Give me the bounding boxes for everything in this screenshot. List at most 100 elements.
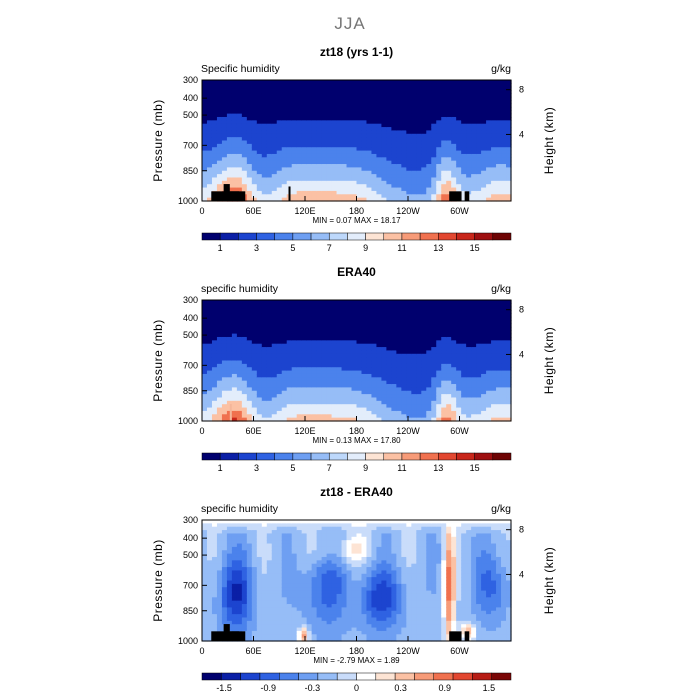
heatmap-cell [416, 303, 422, 308]
heatmap-cell [466, 103, 472, 108]
heatmap-cell [321, 103, 328, 108]
heatmap-cell [271, 110, 278, 115]
heatmap-cell [296, 306, 303, 311]
heatmap-cell [311, 130, 318, 135]
heatmap-cell [202, 614, 208, 619]
heatmap-cell [206, 363, 213, 368]
heatmap-cell [241, 90, 248, 95]
heatmap-cell [466, 400, 472, 405]
heatmap-cell [411, 164, 417, 168]
heatmap-cell [421, 404, 427, 409]
heatmap-cell [256, 306, 263, 311]
heatmap-cell [446, 140, 452, 145]
heatmap-cell [476, 170, 482, 175]
heatmap-cell [266, 100, 273, 105]
heatmap-cell [236, 600, 243, 605]
heatmap-cell [206, 620, 213, 625]
heatmap-cell [301, 137, 308, 142]
heatmap-cell [336, 83, 343, 88]
y-tick-label: 500 [183, 330, 198, 340]
heatmap-cell [291, 147, 298, 152]
heatmap-cell [291, 164, 298, 168]
heatmap-cell [386, 380, 392, 385]
heatmap-cell [251, 194, 258, 199]
heatmap-cell [281, 187, 288, 192]
heatmap-cell [311, 167, 318, 172]
heatmap-cell [241, 540, 248, 545]
heatmap-cell [311, 390, 318, 395]
heatmap-cell [421, 130, 427, 135]
heatmap-cell [376, 150, 383, 155]
heatmap-cell [202, 323, 208, 328]
heatmap-cell [496, 336, 502, 341]
heatmap-cell [381, 330, 388, 335]
heatmap-cell [461, 90, 467, 95]
heatmap-cell [246, 187, 253, 192]
heatmap-cell [476, 113, 482, 118]
heatmap-cell [231, 120, 238, 125]
heatmap-cell [291, 384, 298, 388]
heatmap-cell [276, 184, 283, 189]
heatmap-cell [366, 377, 373, 382]
heatmap-cell [501, 347, 507, 352]
heatmap-cell [216, 170, 223, 175]
heatmap-cell [251, 630, 258, 635]
heatmap-cell [202, 96, 208, 101]
heatmap-cell [426, 167, 432, 172]
heatmap-cell [321, 187, 328, 192]
heatmap-cell [246, 634, 253, 639]
heatmap-cell [216, 404, 223, 409]
heatmap-cell [476, 360, 482, 365]
heatmap-cell [226, 323, 233, 328]
heatmap-cell [266, 313, 273, 318]
heatmap-cell [416, 174, 422, 179]
heatmap-cell [376, 113, 383, 118]
heatmap-cell [451, 397, 457, 402]
heatmap-cell [231, 110, 238, 115]
heatmap-cell [246, 316, 253, 321]
heatmap-cell [346, 387, 353, 392]
heatmap-cell [391, 120, 397, 125]
heatmap-cell [431, 80, 437, 84]
heatmap-cell [311, 170, 318, 175]
heatmap-cell [281, 110, 288, 115]
heatmap-cell [336, 130, 343, 135]
heatmap-cell [461, 326, 467, 331]
heatmap-cell [316, 106, 323, 111]
heatmap-cell [391, 370, 397, 375]
heatmap-cell [481, 407, 487, 412]
heatmap-cell [311, 323, 318, 328]
heatmap-cell [271, 160, 278, 165]
heatmap-cell [496, 414, 502, 419]
heatmap-cell [416, 96, 422, 101]
heatmap-cell [226, 597, 233, 602]
heatmap-cell [361, 407, 368, 412]
heatmap-cell [371, 184, 378, 189]
heatmap-cell [291, 360, 298, 365]
heatmap-cell [376, 110, 383, 115]
heatmap-cell [326, 370, 333, 375]
heatmap-cell [366, 150, 373, 155]
heatmap-cell [356, 404, 363, 409]
heatmap-cell [202, 93, 208, 98]
heatmap-cell [371, 120, 378, 125]
heatmap-cell [371, 150, 378, 155]
heatmap-cell [276, 330, 283, 335]
heatmap-cell [211, 614, 218, 619]
heatmap-cell [396, 130, 402, 135]
heatmap-cell [476, 397, 482, 402]
heatmap-cell [406, 390, 412, 395]
heatmap-cell [276, 147, 283, 152]
heatmap-cell [241, 340, 248, 345]
heatmap-cell [226, 397, 233, 402]
heatmap-cell [421, 336, 427, 341]
heatmap-cell [481, 133, 487, 138]
heatmap-cell [486, 336, 492, 341]
heatmap-cell [471, 174, 477, 179]
heatmap-cell [216, 377, 223, 382]
heatmap-cell [266, 90, 273, 95]
heatmap-cell [386, 153, 392, 158]
heatmap-cell [276, 404, 283, 409]
heatmap-cell [416, 103, 422, 108]
heatmap-cell [341, 353, 348, 358]
